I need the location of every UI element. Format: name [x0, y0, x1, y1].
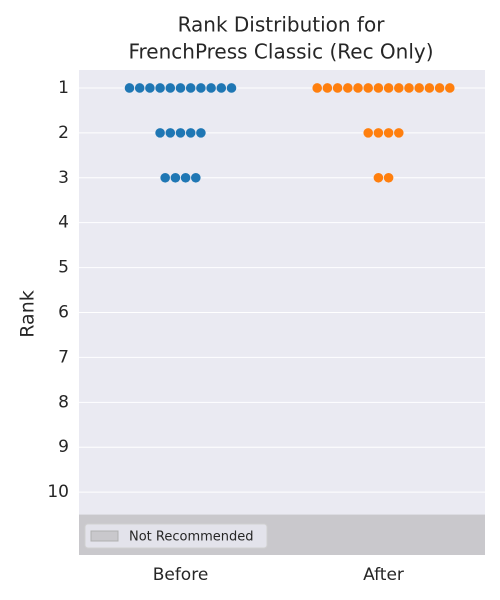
y-tick-label: 5	[58, 258, 69, 278]
dot	[343, 83, 353, 93]
y-tick-label: 9	[58, 437, 69, 457]
dot	[353, 83, 363, 93]
chart-title: FrenchPress Classic (Rec Only)	[128, 40, 433, 64]
dot	[414, 83, 425, 93]
dot	[445, 83, 455, 93]
dot	[165, 128, 176, 138]
dot	[155, 83, 165, 93]
y-tick-label: 1	[58, 78, 69, 98]
y-tick-label: 8	[58, 392, 69, 412]
dot	[383, 172, 394, 183]
dot	[404, 83, 414, 93]
dot	[434, 83, 445, 93]
dot	[196, 128, 206, 138]
chart-title: Rank Distribution for	[178, 13, 386, 37]
dot	[160, 172, 170, 183]
dot	[145, 83, 155, 93]
dot	[134, 83, 145, 93]
dot	[373, 172, 384, 183]
legend-box	[84, 523, 268, 549]
dot	[373, 128, 384, 138]
y-tick-label: 4	[58, 213, 69, 233]
y-tick-label: 2	[58, 123, 69, 143]
dot	[394, 128, 404, 138]
y-axis-label: Rank	[17, 290, 39, 337]
dot	[373, 83, 384, 93]
legend: Not Recommended	[84, 523, 268, 549]
dot	[165, 83, 176, 93]
dot	[175, 83, 186, 93]
dot	[191, 172, 201, 183]
dot	[332, 83, 343, 93]
legend-swatch	[90, 530, 119, 542]
dot	[170, 172, 181, 183]
dot	[180, 172, 191, 183]
dot	[312, 83, 323, 93]
dot	[124, 83, 135, 93]
x-tick-label: Before	[153, 565, 209, 585]
dot	[216, 83, 227, 93]
dot	[175, 128, 186, 138]
dot	[424, 83, 435, 93]
dot	[363, 83, 374, 93]
y-tick-label: 6	[58, 303, 69, 323]
legend-label: Not Recommended	[129, 530, 254, 545]
dot	[185, 128, 196, 138]
dot	[226, 83, 237, 93]
dot	[363, 128, 374, 138]
dot	[394, 83, 404, 93]
dot	[155, 128, 165, 138]
dot	[185, 83, 196, 93]
dot	[322, 83, 333, 93]
y-tick-label: 10	[47, 482, 69, 502]
y-tick-label: 3	[58, 168, 69, 188]
dot	[196, 83, 206, 93]
dot	[383, 83, 394, 93]
y-tick-label: 7	[58, 347, 69, 367]
dot	[206, 83, 216, 93]
dot	[383, 128, 394, 138]
x-tick-label: After	[363, 565, 404, 585]
